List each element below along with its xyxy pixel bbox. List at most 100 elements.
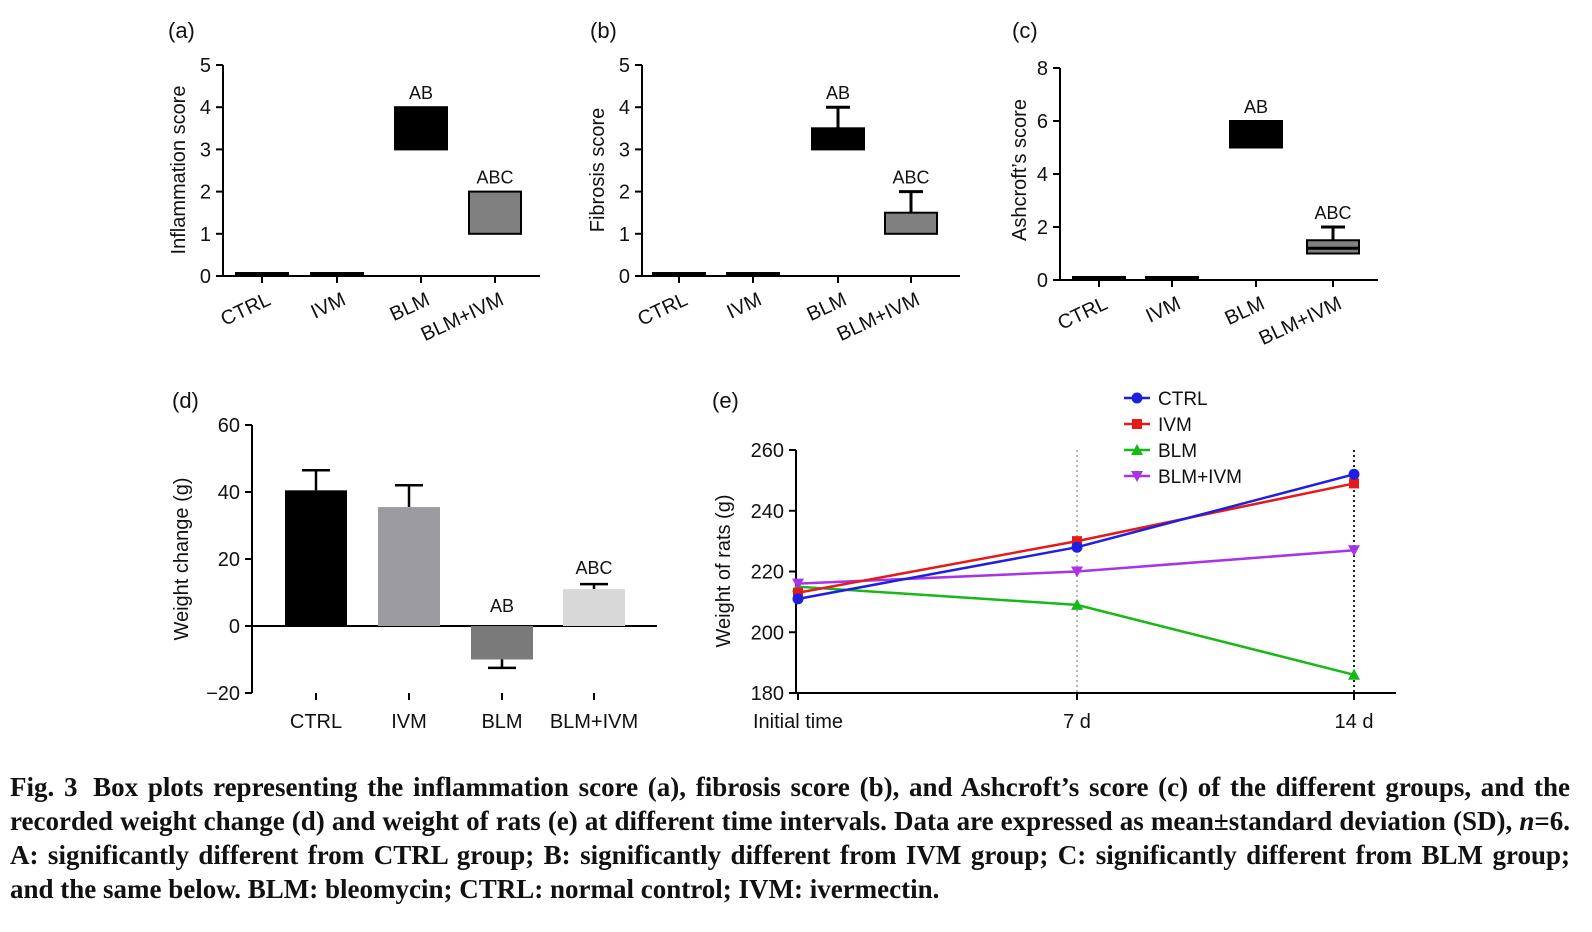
x-tick-label: BLM+IVM [550, 711, 638, 733]
x-tick-label: BLM [481, 711, 522, 733]
y-tick-label: −20 [206, 683, 240, 705]
y-tick-label: 4 [619, 97, 630, 119]
y-tick-label: 0 [619, 266, 630, 288]
x-tick-label: Initial time [753, 711, 843, 733]
y-tick-label: 2 [200, 182, 211, 204]
panel-label: (a) [168, 18, 195, 43]
box [884, 211, 938, 235]
x-tick-label: BLM [387, 289, 434, 326]
box [310, 272, 364, 277]
y-tick-label: 5 [200, 55, 211, 77]
data-point [792, 578, 804, 590]
panel-label: (e) [712, 388, 739, 413]
caption-figure-label: Fig. 3 [10, 772, 78, 802]
box [394, 106, 448, 151]
series-line-blm [797, 585, 1355, 676]
caption-text-part1: Box plots representing the inflammation … [10, 772, 1571, 836]
data-point [1071, 541, 1083, 553]
y-tick-label: 2 [619, 182, 630, 204]
figure-panels: (a) Inflammation score 0 1 2 3 4 5 CTRL IVM BLM AB B… [168, 18, 1396, 733]
bar [471, 626, 533, 660]
significance-label: AB [409, 83, 433, 103]
y-tick-label: 40 [218, 482, 240, 504]
legend-marker [1132, 419, 1142, 429]
x-tick-label: IVM [1143, 293, 1185, 328]
box [652, 272, 706, 277]
y-tick-label: 0 [229, 616, 240, 638]
y-axis-label: Inflammation score [168, 86, 190, 255]
legend-label: CTRL [1158, 389, 1208, 410]
significance-label: ABC [892, 168, 929, 188]
y-tick-label: 3 [619, 139, 630, 161]
y-tick-label: 200 [751, 622, 784, 644]
panel-a-inflammation-box-plot: (a) Inflammation score 0 1 2 3 4 5 CTRL IVM BLM AB B… [168, 18, 540, 346]
data-point [1348, 468, 1360, 480]
y-tick-label: 0 [1037, 270, 1048, 292]
y-axis-label: Fibrosis score [587, 108, 609, 232]
y-tick-label: 0 [200, 266, 211, 288]
legend-marker [1131, 471, 1143, 482]
legend-marker [1131, 444, 1143, 455]
box [1145, 276, 1199, 281]
data-point [1071, 566, 1083, 578]
bar [563, 589, 625, 626]
y-tick-label: 4 [200, 97, 211, 119]
significance-label: ABC [575, 558, 612, 578]
box [1072, 276, 1126, 281]
y-axis-label: Ashcroft’s score [1009, 99, 1031, 241]
panel-b-fibrosis-box-plot: (b) Fibrosis score 0 1 2 3 4 5 CTRL IVM BLM AB BLM+I… [587, 18, 960, 346]
y-axis-label: Weight change (g) [171, 477, 193, 640]
x-tick-label: BLM+IVM [418, 289, 507, 346]
y-tick-label: 8 [1037, 58, 1048, 80]
box [1229, 120, 1283, 149]
x-tick-label: BLM [804, 289, 851, 326]
panel-e-weight-line-chart: (e) Weight of rats (g) 180 200 220 240 260 Init… [712, 388, 1396, 733]
x-tick-label: CTRL [634, 289, 691, 331]
x-tick-label: CTRL [1054, 293, 1111, 335]
panel-label: (b) [590, 18, 617, 43]
caption-n-symbol: n [1519, 806, 1535, 836]
box [811, 127, 865, 151]
legend-marker [1131, 392, 1143, 404]
y-tick-label: 180 [751, 683, 784, 705]
box [235, 272, 289, 277]
data-point [792, 593, 804, 605]
caption-text-part2: =6. A: significantly different from CTRL… [10, 806, 1570, 904]
legend-label: BLM+IVM [1158, 467, 1242, 488]
data-point [1348, 668, 1360, 680]
significance-label: ABC [1314, 203, 1351, 223]
panel-label: (d) [172, 388, 199, 413]
y-tick-label: 1 [619, 224, 630, 246]
x-tick-label: BLM+IVM [834, 289, 923, 346]
y-tick-label: 240 [751, 501, 784, 523]
bar [378, 507, 440, 626]
data-point [1349, 478, 1359, 489]
y-tick-label: 20 [218, 549, 240, 571]
x-tick-label: IVM [724, 289, 766, 324]
y-tick-label: 5 [619, 55, 630, 77]
y-axis-label: Weight of rats (g) [713, 494, 735, 647]
bar [285, 490, 347, 626]
legend-label: IVM [1158, 415, 1192, 436]
y-tick-label: 220 [751, 562, 784, 584]
panel-label: (c) [1012, 18, 1038, 43]
figure-caption: Fig. 3 Box plots representing the inflam… [10, 770, 1570, 906]
panel-c-ashcroft-box-plot: (c) Ashcroft’s score 0 2 4 6 8 CTRL IVM BLM AB BLM+… [1009, 18, 1378, 350]
x-tick-label: BLM [1222, 293, 1269, 330]
x-tick-label: CTRL [290, 711, 342, 733]
y-tick-label: 6 [1037, 111, 1048, 133]
y-tick-label: 3 [200, 139, 211, 161]
y-tick-label: 4 [1037, 164, 1048, 186]
x-tick-label: BLM+IVM [1256, 293, 1345, 350]
box [726, 272, 780, 277]
panel-d-weight-change-bar-chart: (d) Weight change (g) −20 0 20 40 60 CTRL IVM BLM… [171, 388, 657, 733]
significance-label: AB [1244, 97, 1268, 117]
significance-label: ABC [476, 168, 513, 188]
box [468, 190, 522, 235]
significance-label: AB [826, 83, 850, 103]
legend-label: BLM [1158, 441, 1197, 462]
data-point [1072, 536, 1082, 547]
x-tick-label: 7 d [1063, 711, 1091, 733]
y-tick-label: 260 [751, 440, 784, 462]
significance-label: AB [490, 596, 514, 616]
